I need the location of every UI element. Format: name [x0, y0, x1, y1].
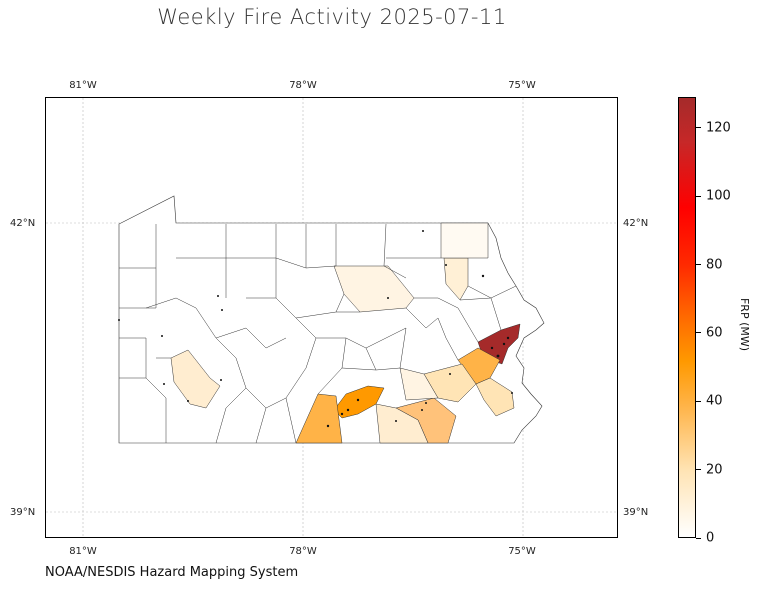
top-lon-label-78w: 78°W [289, 80, 317, 91]
fire-point[interactable] [421, 409, 423, 411]
fire-point[interactable] [490, 346, 494, 350]
colorbar-tick-label: 20 [706, 462, 723, 478]
colorbar-tick-label: 40 [706, 393, 723, 409]
fire-point[interactable] [449, 373, 451, 375]
colorbar-tick-label: 0 [706, 530, 715, 546]
fire-point[interactable] [511, 392, 513, 394]
fire-point[interactable] [161, 335, 163, 337]
county-low-frp-i[interactable] [399, 367, 439, 401]
county-low-frp-c[interactable] [375, 403, 429, 444]
bottom-lon-label-75w: 75°W [508, 546, 536, 557]
colorbar-tick-label: 100 [706, 188, 731, 204]
fire-point[interactable] [326, 424, 330, 428]
fire-point[interactable] [506, 336, 510, 340]
fire-point[interactable] [220, 379, 222, 381]
data-source-credit: NOAA/NESDIS Hazard Mapping System [45, 565, 299, 580]
top-lon-label-75w: 75°W [508, 80, 536, 91]
fire-point[interactable] [340, 412, 344, 416]
map-canvas [46, 98, 617, 537]
county-mid-frp-b[interactable] [295, 393, 343, 444]
fire-point[interactable] [496, 354, 500, 358]
colorbar-tick-mark [696, 469, 701, 471]
county-low-frp-h[interactable] [440, 222, 489, 259]
map-title: Weekly Fire Activity 2025-07-11 [157, 5, 507, 29]
fire-point[interactable] [221, 309, 223, 311]
bottom-lon-label-78w: 78°W [289, 546, 317, 557]
colorbar-tick-label: 120 [706, 120, 731, 136]
left-lat-label-39n: 39°N [10, 507, 35, 518]
colorbar-tick-mark [696, 332, 701, 334]
bottom-lon-label-81w: 81°W [69, 546, 97, 557]
colorbar-tick-label: 80 [706, 257, 723, 272]
fire-point[interactable] [217, 295, 219, 297]
colorbar-tick-mark [696, 400, 701, 402]
county-low-frp-d[interactable] [475, 377, 515, 417]
fire-point[interactable] [425, 402, 427, 404]
fire-point[interactable] [395, 420, 397, 422]
colorbar-tick-mark [696, 127, 701, 129]
left-lat-label-42n: 42°N [10, 218, 35, 229]
right-lat-label-39n: 39°N [623, 507, 648, 518]
fire-point[interactable] [481, 274, 485, 278]
colorbar-title: FRP (MW) [738, 297, 752, 352]
fire-detections [118, 230, 513, 428]
fire-point[interactable] [445, 264, 447, 266]
map-frame[interactable] [45, 97, 618, 538]
colorbar-tick-label: 60 [706, 325, 723, 341]
colorbar-tick-mark [696, 264, 701, 265]
fire-point[interactable] [163, 383, 165, 385]
fire-point[interactable] [346, 408, 350, 412]
colorbar-tick-mark [696, 537, 701, 539]
fire-point[interactable] [502, 342, 506, 346]
counties [119, 222, 521, 444]
frp-colorbar [678, 97, 696, 538]
top-lon-label-81w: 81°W [69, 80, 97, 91]
fire-point[interactable] [187, 400, 189, 402]
fire-point[interactable] [387, 297, 389, 299]
colorbar-tick-mark [696, 195, 701, 197]
fire-point[interactable] [118, 319, 120, 321]
right-lat-label-42n: 42°N [623, 218, 648, 229]
county-low-frp-e[interactable] [170, 349, 221, 409]
fire-point[interactable] [356, 398, 360, 402]
fire-point[interactable] [422, 230, 424, 232]
